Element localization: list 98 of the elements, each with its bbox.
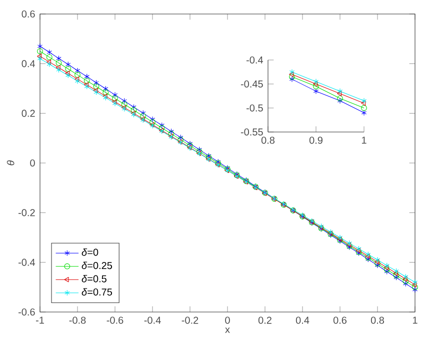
- point: [150, 116, 156, 122]
- point: [412, 282, 417, 288]
- legend-label: δ=0: [82, 248, 98, 256]
- legend-label: δ=0.25: [82, 262, 112, 270]
- point: [150, 119, 156, 125]
- point: [337, 91, 342, 96]
- point: [403, 274, 408, 280]
- point: [168, 128, 174, 134]
- point: [337, 95, 343, 102]
- point: [66, 72, 71, 78]
- point: [84, 78, 90, 84]
- y-tick-label: 0.6: [22, 10, 35, 18]
- point: [65, 66, 72, 72]
- point: [313, 83, 319, 90]
- point: [121, 101, 128, 108]
- point: [65, 70, 70, 76]
- x-tick-label: 0: [225, 316, 230, 324]
- legend-label: δ=0.75: [82, 288, 112, 296]
- point: [46, 49, 52, 56]
- point: [289, 72, 294, 77]
- point: [158, 125, 165, 131]
- x-tick-label: 0.4: [296, 316, 310, 324]
- point: [361, 110, 367, 116]
- point: [412, 284, 418, 290]
- x-tick-label: 1: [412, 316, 418, 324]
- legend-label: δ=0.5: [82, 274, 106, 282]
- point: [402, 278, 409, 284]
- x-tick-label: -0.6: [106, 316, 124, 324]
- point: [337, 88, 343, 94]
- point: [56, 60, 62, 66]
- point: [112, 92, 118, 98]
- point: [66, 61, 71, 68]
- point: [374, 256, 380, 263]
- point: [46, 59, 51, 65]
- y-tick-label: -0.6: [18, 308, 35, 316]
- y-tick-label: -0.55: [240, 128, 263, 136]
- x-tick-label: -0.8: [69, 316, 86, 324]
- y-axis-title: θ: [6, 160, 14, 166]
- point: [394, 268, 399, 274]
- point: [289, 74, 295, 80]
- point: [313, 81, 318, 87]
- x-tick-label: 0.8: [261, 136, 275, 144]
- y-tick-label: 0.4: [22, 60, 35, 68]
- x-tick-label: -1: [36, 316, 44, 324]
- y-tick-label: -0.2: [18, 209, 35, 216]
- point: [159, 122, 164, 128]
- point: [122, 98, 127, 104]
- point: [313, 78, 319, 85]
- x-tick-label: 0.8: [370, 316, 384, 324]
- point: [393, 270, 398, 276]
- point: [46, 61, 52, 68]
- y-tick-label: 0.2: [22, 110, 35, 117]
- point: [37, 54, 42, 59]
- y-tick-label: 0: [30, 159, 35, 167]
- point: [361, 98, 367, 104]
- point: [178, 134, 184, 140]
- point: [37, 56, 43, 62]
- point: [313, 88, 319, 94]
- y-tick-label: -0.4: [18, 258, 35, 266]
- point: [130, 107, 137, 114]
- point: [361, 100, 366, 106]
- y-tick-label: -0.45: [240, 80, 263, 88]
- x-tick-label: -0.2: [182, 316, 198, 324]
- point: [84, 74, 90, 80]
- point: [37, 48, 43, 54]
- point: [37, 43, 43, 50]
- point: [412, 286, 418, 293]
- point: [74, 72, 80, 78]
- point: [56, 65, 60, 70]
- point: [140, 110, 146, 116]
- point: [403, 280, 408, 287]
- point: [56, 66, 62, 73]
- point: [402, 276, 408, 282]
- x-tick-label: -0.4: [144, 316, 161, 324]
- point: [94, 80, 99, 86]
- point: [93, 84, 100, 90]
- y-tick-label: -0.5: [246, 104, 263, 112]
- x-tick-label: 0.2: [258, 316, 272, 324]
- point: [412, 279, 418, 286]
- point: [46, 54, 52, 60]
- point: [112, 95, 118, 102]
- point: [103, 86, 108, 92]
- point: [178, 136, 184, 143]
- point: [366, 251, 371, 258]
- point: [102, 90, 109, 96]
- x-axis-title: x: [225, 328, 230, 333]
- point: [140, 113, 146, 119]
- y-tick-label: -0.4: [246, 56, 264, 64]
- point: [289, 76, 295, 82]
- x-tick-label: 1: [362, 136, 366, 144]
- point: [74, 68, 80, 74]
- point: [168, 130, 174, 137]
- point: [337, 98, 343, 104]
- point: [361, 105, 367, 111]
- point: [289, 69, 295, 75]
- x-tick-label: 0.9: [309, 136, 322, 144]
- x-tick-label: 0.6: [333, 316, 347, 324]
- point: [56, 56, 62, 62]
